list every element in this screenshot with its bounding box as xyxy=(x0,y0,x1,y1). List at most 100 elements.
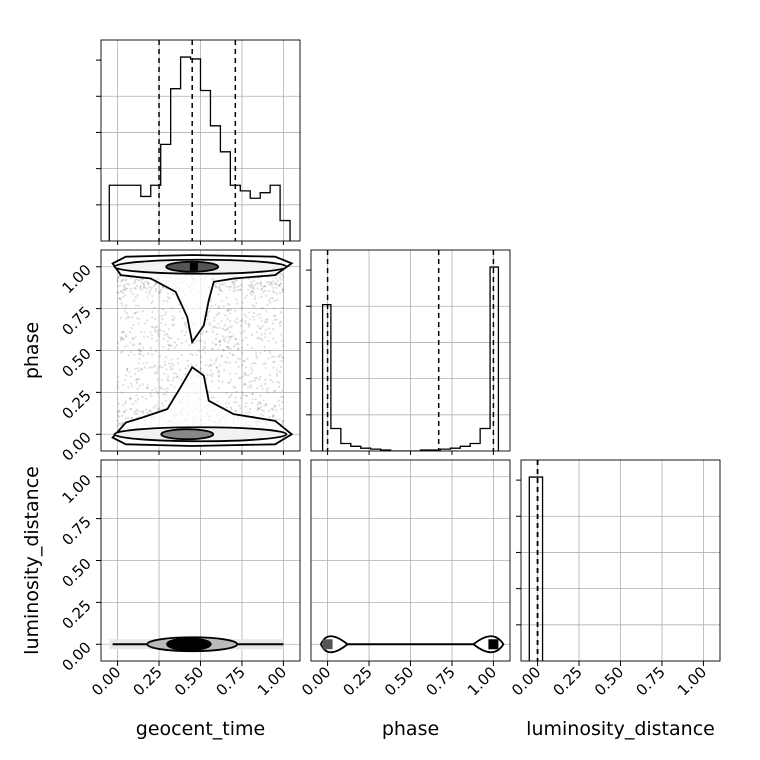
scatter-point xyxy=(258,407,261,410)
scatter-point xyxy=(121,337,124,340)
scatter-point xyxy=(238,377,241,380)
scatter-point xyxy=(134,280,137,284)
scatter-point xyxy=(239,288,242,291)
scatter-point xyxy=(117,402,121,405)
x-tick-label: 0.75 xyxy=(422,663,458,699)
scatter-point xyxy=(171,307,174,310)
scatter-point xyxy=(258,282,261,285)
scatter-point xyxy=(122,410,126,414)
scatter-point xyxy=(216,348,220,351)
scatter-point xyxy=(223,324,226,327)
scatter-point xyxy=(228,288,231,291)
scatter-point xyxy=(251,379,254,383)
scatter-point xyxy=(207,390,211,393)
scatter-point xyxy=(168,344,171,347)
scatter-point xyxy=(253,297,256,300)
scatter-point xyxy=(203,341,207,344)
scatter-point xyxy=(165,368,168,371)
scatter-point xyxy=(261,338,264,341)
scatter-point xyxy=(157,328,160,332)
scatter-point xyxy=(162,286,165,289)
scatter-point xyxy=(122,330,125,333)
scatter-point xyxy=(120,301,123,304)
scatter-point xyxy=(263,349,267,352)
scatter-point xyxy=(128,371,131,374)
scatter-point xyxy=(268,349,271,353)
scatter-point xyxy=(118,410,121,413)
scatter-point xyxy=(118,422,121,425)
scatter-point xyxy=(140,368,144,371)
scatter-point xyxy=(117,291,120,294)
scatter-point xyxy=(171,324,174,327)
scatter-point xyxy=(143,366,146,369)
scatter-point xyxy=(220,283,223,286)
scatter-point xyxy=(160,314,163,318)
scatter-point xyxy=(250,362,254,365)
scatter-point xyxy=(245,394,248,397)
scatter-point xyxy=(116,278,119,282)
scatter-point xyxy=(178,368,181,371)
scatter-point xyxy=(219,289,222,292)
scatter-point xyxy=(254,377,257,380)
scatter-point xyxy=(249,292,252,295)
scatter-point xyxy=(256,403,259,406)
scatter-point xyxy=(278,285,281,288)
scatter-point xyxy=(225,361,229,364)
scatter-point xyxy=(265,318,268,321)
scatter-point xyxy=(154,330,157,333)
scatter-point xyxy=(117,415,121,418)
scatter-point xyxy=(239,331,243,335)
scatter-point xyxy=(225,391,228,394)
scatter-point xyxy=(166,292,170,295)
scatter-point xyxy=(230,393,233,396)
scatter-point xyxy=(130,327,133,330)
scatter-point xyxy=(140,410,143,413)
scatter-point xyxy=(243,359,246,363)
histogram-phase xyxy=(321,266,500,451)
scatter-point xyxy=(168,337,171,340)
scatter-point xyxy=(277,354,280,357)
scatter-point xyxy=(137,348,140,351)
scatter-point xyxy=(223,282,226,285)
x-tick-label: 0.50 xyxy=(381,663,417,699)
scatter-point xyxy=(215,333,219,336)
scatter-point xyxy=(132,410,136,414)
panel-geocent_time-phase xyxy=(101,250,300,451)
scatter-point xyxy=(118,409,121,412)
scatter-point xyxy=(212,325,216,328)
scatter-point xyxy=(132,323,135,326)
scatter-point xyxy=(220,355,223,358)
scatter-point xyxy=(142,335,146,338)
scatter-point xyxy=(122,291,125,295)
scatter-point xyxy=(280,359,283,362)
scatter-point xyxy=(223,360,226,364)
scatter-point xyxy=(203,345,206,348)
scatter-point xyxy=(146,335,150,339)
scatter-point xyxy=(129,350,133,353)
scatter-point xyxy=(129,397,133,400)
scatter-point xyxy=(228,351,232,355)
scatter-point xyxy=(153,284,156,287)
scatter-point xyxy=(125,304,128,307)
scatter-point xyxy=(163,313,167,317)
y-tick-label: 0.50 xyxy=(58,345,94,381)
scatter-point xyxy=(118,297,121,300)
scatter-point xyxy=(120,317,123,320)
scatter-point xyxy=(272,307,276,310)
scatter-point xyxy=(260,307,263,310)
scatter-point xyxy=(224,314,227,317)
scatter-point xyxy=(139,278,142,281)
scatter-point xyxy=(169,365,172,368)
scatter-point xyxy=(158,291,161,294)
scatter-point xyxy=(175,344,178,347)
scatter-point xyxy=(134,410,137,413)
scatter-point xyxy=(151,295,154,298)
scatter-point xyxy=(238,288,241,292)
scatter-point xyxy=(250,283,253,286)
scatter-point xyxy=(228,303,231,306)
scatter-point xyxy=(141,288,144,291)
scatter-point xyxy=(148,410,151,413)
scatter-point xyxy=(249,284,252,287)
scatter-point xyxy=(261,307,264,310)
